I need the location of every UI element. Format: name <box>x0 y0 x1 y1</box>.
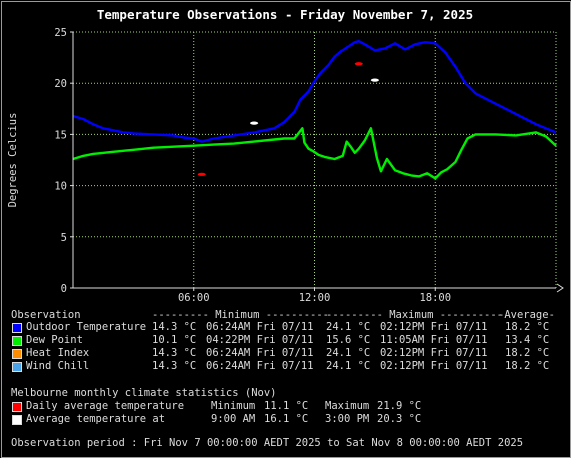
climate-col2-value: 21.9 °C <box>377 400 422 412</box>
legend-max-value: 24.1 °C <box>326 321 371 333</box>
legend-min-time: 06:24AM Fri 07/11 <box>206 360 314 372</box>
legend-min-value: 14.3 °C <box>152 360 197 372</box>
x-tick-label: 06:00 <box>178 292 210 304</box>
y-tick-label: 15 <box>54 129 67 141</box>
legend-swatch <box>12 349 22 359</box>
y-tick-label: 0 <box>61 283 67 295</box>
marker-daily-average-temperature <box>197 172 206 176</box>
y-axis-label: Degrees Celcius <box>7 113 19 208</box>
climate-col1-label: Minimum <box>211 400 256 412</box>
legend-header-average: -Average- <box>498 309 555 321</box>
y-tick-label: 10 <box>54 181 67 193</box>
legend-label: Dew Point <box>26 334 83 346</box>
legend-average: 18.2 °C <box>505 321 550 333</box>
series-layer <box>72 40 557 180</box>
marker-daily-average-temperature <box>354 62 363 66</box>
series-line-dew-point <box>72 127 557 180</box>
series-line-outdoor-temperature <box>72 40 557 143</box>
x-axis-arrow <box>556 283 564 293</box>
climate-col2-label: 3:00 PM <box>325 413 370 425</box>
climate-col1-value: 16.1 °C <box>264 413 309 425</box>
legend-swatch <box>12 362 22 372</box>
legend-swatch <box>12 323 22 333</box>
legend-min-time: 04:22PM Fri 07/11 <box>206 334 314 346</box>
climate-col2-value: 20.3 °C <box>377 413 422 425</box>
legend-max-value: 24.1 °C <box>326 360 371 372</box>
climate-swatch <box>12 415 22 425</box>
chart-title: Temperature Observations - Friday Novemb… <box>97 7 473 22</box>
legend-header-maximum: --------- Maximum ---------- <box>326 309 504 321</box>
legend-header-observation: Observation <box>11 309 81 321</box>
climate-swatch <box>12 402 22 412</box>
legend-header-minimum: --------- Minimum ---------- <box>152 309 330 321</box>
climate-title: Melbourne monthly climate statistics (No… <box>11 387 277 399</box>
y-tick-label: 5 <box>61 232 67 244</box>
y-tick-label: 20 <box>54 78 67 90</box>
x-tick-label: 18:00 <box>419 292 451 304</box>
legend-min-time: 06:24AM Fri 07/11 <box>206 347 314 359</box>
legend-label: Outdoor Temperature <box>26 321 147 333</box>
legend-min-value: 10.1 °C <box>152 334 197 346</box>
legend-max-time: 02:12PM Fri 07/11 <box>380 347 488 359</box>
temperature-chart: Temperature Observations - Friday Novemb… <box>7 7 564 304</box>
axis-layer: 0 5 10 15 20 25 06:00 12:00 18:00 <box>54 27 564 304</box>
climate-label: Daily average temperature <box>26 400 185 412</box>
marker-average-temperature-at <box>370 78 379 82</box>
x-tick-label: 12:00 <box>299 292 331 304</box>
legend-swatch <box>12 336 22 346</box>
legend-label: Wind Chill <box>26 360 90 372</box>
observation-period: Observation period : Fri Nov 7 00:00:00 … <box>11 437 524 449</box>
marker-layer <box>197 62 379 176</box>
legend-max-time: 02:12PM Fri 07/11 <box>380 321 488 333</box>
legend-average: 18.2 °C <box>505 360 550 372</box>
legend-max-value: 24.1 °C <box>326 347 371 359</box>
legend-label: Heat Index <box>26 347 90 359</box>
legend-average: 18.2 °C <box>505 347 550 359</box>
y-tick-label: 25 <box>54 27 67 39</box>
legend-max-time: 02:12PM Fri 07/11 <box>380 360 488 372</box>
legend-min-time: 06:24AM Fri 07/11 <box>206 321 314 333</box>
legend-max-value: 15.6 °C <box>326 334 371 346</box>
legend-min-value: 14.3 °C <box>152 321 197 333</box>
legend-average: 13.4 °C <box>505 334 550 346</box>
plot-area <box>73 32 556 288</box>
legend-max-time: 11:05AM Fri 07/11 <box>380 334 488 346</box>
marker-average-temperature-at <box>250 121 259 125</box>
climate-col1-label: 9:00 AM <box>211 413 256 425</box>
legend-min-value: 14.3 °C <box>152 347 197 359</box>
climate-col1-value: 11.1 °C <box>264 400 309 412</box>
climate-col2-label: Maximum <box>325 400 370 412</box>
climate-label: Average temperature at <box>26 413 166 425</box>
